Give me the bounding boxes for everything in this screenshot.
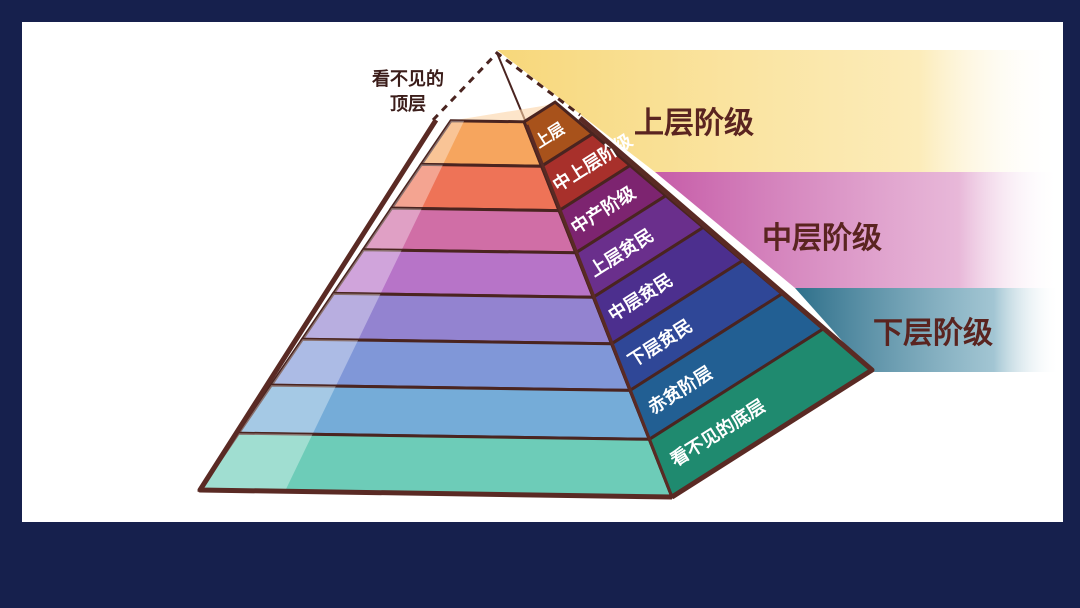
layer-highlight-8 — [200, 433, 313, 492]
band-middle-class — [655, 172, 1060, 288]
layer-highlight-2 — [391, 164, 443, 209]
band-lower-class — [795, 288, 1060, 372]
class-bands: 上层阶级 中层阶级 下层阶级 — [497, 50, 1060, 372]
layer-highlight-6 — [271, 339, 359, 387]
pyramid-front-corner-edge — [525, 124, 674, 498]
layer-highlight-1 — [421, 120, 465, 165]
band-upper-class — [497, 50, 1060, 172]
layer-highlight-5 — [302, 293, 381, 341]
invisible-top-label-line2: 顶层 — [390, 94, 426, 115]
layer-highlight-4 — [333, 249, 402, 294]
invisible-top-label-line1: 看不见的 — [371, 68, 444, 90]
band-label-middle: 中层阶级 — [762, 221, 882, 256]
band-label-upper: 上层阶级 — [634, 106, 754, 141]
pyramid-outline — [197, 116, 875, 500]
invisible-top: 看不见的 顶层 — [371, 51, 581, 126]
band-label-lower: 下层阶级 — [873, 316, 993, 351]
pyramid-left-edge — [197, 118, 673, 500]
layer-highlight-7 — [238, 385, 336, 435]
layer-highlight-3 — [363, 208, 422, 251]
pyramid-right-edge — [578, 116, 875, 500]
